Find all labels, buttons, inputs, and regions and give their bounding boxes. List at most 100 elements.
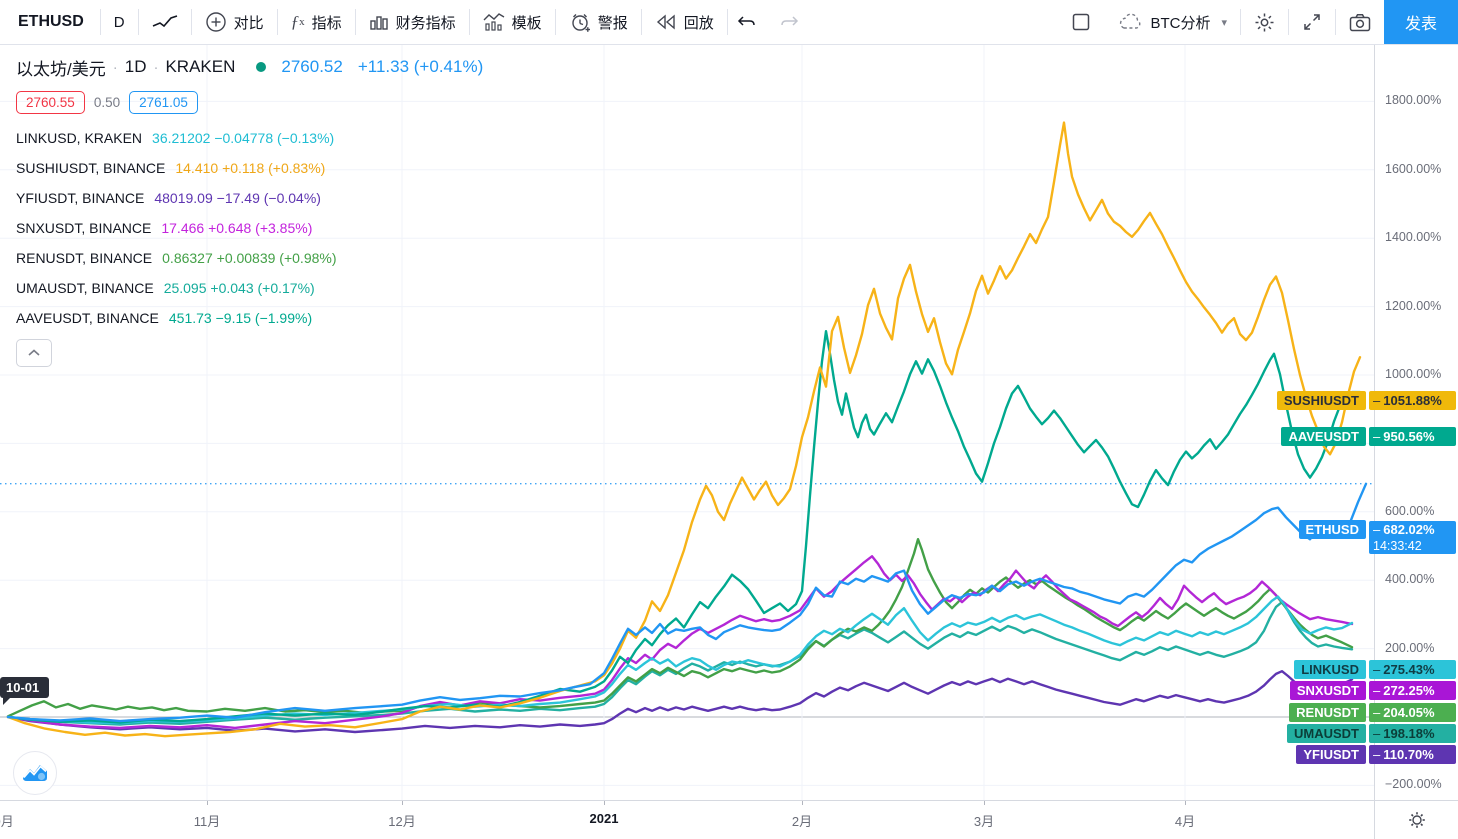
series-value-chip-renusdt[interactable]: –204.05% [1369,702,1456,722]
series-name-chip-ethusd[interactable]: ETHUSD [1298,519,1366,539]
series-umausdt[interactable] [6,600,1354,726]
x-axis-tickmark [207,801,208,805]
series-aaveusdt[interactable] [6,330,1362,724]
crosshair-date-tooltip: 10-01 [0,677,50,705]
compare-row[interactable]: SUSHIUSDT, BINANCE 14.410 +0.118 (+0.83%) [16,153,483,183]
price-change: +11.33 (+0.41%) [357,57,484,76]
compare-symbol: AAVEUSDT, BINANCE [16,310,159,326]
tradingview-logo-icon [22,762,48,784]
series-ethusd[interactable] [6,482,1368,723]
compare-values: 0.86327 +0.00839 (+0.98%) [162,250,337,266]
compare-symbol: RENUSDT, BINANCE [16,250,153,266]
x-axis-tick: 4月 [1174,814,1196,829]
tradingview-logo-button[interactable] [13,751,57,795]
series-value-chip-linkusd[interactable]: –275.43% [1369,659,1456,679]
series-name-chip-renusdt[interactable]: RENUSDT [1289,702,1366,722]
x-axis-tickmark [984,801,985,805]
toolbar-separator [137,9,139,35]
alert-button[interactable]: 警报 [556,0,641,44]
chevron-up-icon [28,349,40,357]
templates-label: 模板 [511,14,542,32]
layout-name-label: BTC分析 [1150,14,1211,32]
series-value-chip-aaveusdt[interactable]: –950.56% [1369,426,1456,446]
series-name-chip-linkusd[interactable]: LINKUSD [1294,659,1366,679]
compare-row[interactable]: AAVEUSDT, BINANCE 451.73 −9.15 (−1.99%) [16,303,483,333]
symbol-title: 以太坊/美元 [16,59,106,79]
series-renusdt[interactable] [6,538,1354,718]
tick-dash: – [1373,392,1381,408]
compare-button[interactable]: 对比 [192,0,277,44]
series-name-chip-umausdt[interactable]: UMAUSDT [1287,723,1366,743]
y-axis-tick: 1800.00% [1385,93,1442,108]
x-axis-tickmark [604,801,605,805]
chart-pane[interactable] [0,45,1374,800]
main-series-row[interactable]: 以太坊/美元 · 1D · KRAKEN 2760.52 +11.33 (+0.… [16,54,483,80]
compare-row[interactable]: LINKUSD, KRAKEN 36.21202 −0.04778 (−0.13%… [16,123,483,153]
undo-button[interactable] [728,0,768,44]
snapshot-button[interactable] [1336,0,1384,44]
ask-button[interactable]: 2761.05 [129,90,198,114]
compare-row[interactable]: SNXUSDT, BINANCE 17.466 +0.648 (+3.85%) [16,213,483,243]
bid-button[interactable]: 2760.55 [16,90,85,114]
templates-button[interactable]: 模板 [470,0,555,44]
replay-button[interactable]: 回放 [642,0,727,44]
series-snxusdt[interactable] [6,555,1354,730]
series-linkusd[interactable] [6,595,1354,725]
financials-button[interactable]: 财务指标 [356,0,469,44]
tick-dash: – [1373,682,1381,698]
tick-dash: – [1373,725,1381,741]
compare-row[interactable]: UMAUSDT, BINANCE 25.095 +0.043 (+0.17%) [16,273,483,303]
series-value-chip-yfiusdt[interactable]: –110.70% [1369,744,1456,764]
x-axis-tick: 2021 [589,811,619,826]
undo-arrow-icon [737,13,759,31]
chart-type-button[interactable] [139,0,191,44]
series-name-chip-snxusdt[interactable]: SNXUSDT [1289,680,1366,700]
toolbar-separator [468,9,470,35]
interval-button[interactable]: D [101,0,138,44]
layout-select-button[interactable] [1058,0,1104,44]
layout-square-icon [1071,12,1091,32]
publish-button[interactable]: 发表 [1383,0,1458,44]
legend-collapse-button[interactable] [16,339,52,367]
comparison-line-chart[interactable] [0,45,1374,800]
fullscreen-button[interactable] [1289,0,1335,44]
template-chart-icon [483,13,505,31]
series-sushiusdt[interactable] [6,121,1362,738]
financials-bars-icon [369,13,389,31]
symbol-button[interactable]: ETHUSD [0,0,100,44]
series-name-chip-yfiusdt[interactable]: YFIUSDT [1296,744,1366,764]
save-layout-button[interactable]: BTC分析 ▾ [1104,0,1240,44]
sun-icon[interactable] [1407,810,1427,830]
tick-dash: – [1373,704,1381,720]
compare-row[interactable]: YFIUSDT, BINANCE 48019.09 −17.49 (−0.04%) [16,183,483,213]
series-value: 1051.88% [1383,392,1442,408]
x-axis-tick: 3月 [973,814,995,829]
series-yfiusdt[interactable] [6,670,1354,734]
series-value: 275.43% [1383,661,1435,677]
series-value-chip-snxusdt[interactable]: –272.25% [1369,680,1456,700]
settings-button[interactable] [1241,0,1288,44]
bid-ask-row: 2760.55 0.50 2761.05 [16,88,483,116]
tick-dash: – [1373,746,1381,762]
toolbar-separator [190,9,192,35]
series-name-chip-sushiusdt[interactable]: SUSHIUSDT [1276,390,1366,410]
toolbar-separator [99,9,101,35]
tick-dash: – [1373,661,1381,677]
series-value-chip-ethusd[interactable]: –682.02% 14:33:42 [1369,520,1456,554]
compare-values: 451.73 −9.15 (−1.99%) [168,310,313,326]
redo-button[interactable] [768,0,808,44]
series-value-chip-sushiusdt[interactable]: –1051.88% [1369,390,1456,410]
time-axis[interactable]: 10月 11月 12月 2021 2月 3月 4月 [0,800,1374,839]
market-status-dot[interactable] [256,62,267,72]
y-axis-tick: 1200.00% [1385,298,1442,313]
series-name-chip-aaveusdt[interactable]: AAVEUSDT [1281,426,1366,446]
series-value-chip-umausdt[interactable]: –198.18% [1369,723,1456,743]
compare-row[interactable]: RENUSDT, BINANCE 0.86327 +0.00839 (+0.98%… [16,243,483,273]
compare-values: 48019.09 −17.49 (−0.04%) [154,190,321,206]
compare-values: 25.095 +0.043 (+0.17%) [163,280,315,296]
x-axis-tickmark [402,801,403,805]
compare-values: 36.21202 −0.04778 (−0.13%) [152,130,335,146]
